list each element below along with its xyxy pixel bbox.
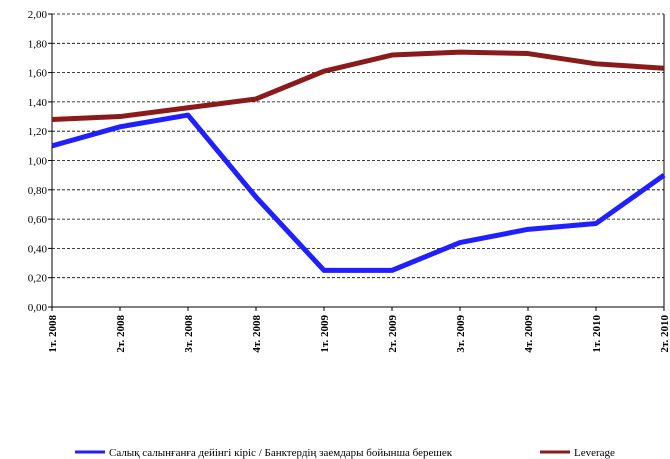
y-tick-label: 0,20 — [28, 273, 48, 285]
y-tick-label: 1,60 — [28, 68, 48, 80]
x-tick-label: 2т. 2008 — [115, 315, 127, 353]
y-tick-label: 1,80 — [28, 38, 48, 50]
y-tick-label: 0,00 — [28, 302, 48, 314]
y-tick-label: 1,40 — [28, 97, 48, 109]
y-tick-label: 0,60 — [28, 214, 48, 226]
y-tick-label: 0,80 — [28, 185, 48, 197]
y-tick-label: 1,00 — [28, 156, 48, 168]
x-tick-label: 1т. 2009 — [319, 315, 331, 353]
x-tick-label: 4т. 2008 — [251, 315, 263, 353]
x-tick-label: 2т. 2009 — [387, 315, 399, 353]
x-tick-label: 4т. 2009 — [523, 315, 535, 353]
legend-label: Салық салынғанға дейінгі кіріс / Банктер… — [109, 447, 453, 459]
y-tick-label: 2,00 — [28, 9, 48, 21]
legend-label: Leverage — [574, 447, 615, 459]
y-tick-label: 0,40 — [28, 243, 48, 255]
series-line — [51, 112, 666, 273]
x-tick-label: 1т. 2008 — [47, 315, 59, 353]
series-line — [51, 49, 665, 122]
y-tick-label: 1,20 — [28, 126, 48, 138]
x-tick-label: 3т. 2009 — [455, 315, 467, 353]
x-tick-label: 2т. 2010 — [659, 315, 670, 353]
x-tick-label: 1т. 2010 — [591, 315, 603, 353]
x-tick-label: 3т. 2008 — [183, 315, 195, 353]
